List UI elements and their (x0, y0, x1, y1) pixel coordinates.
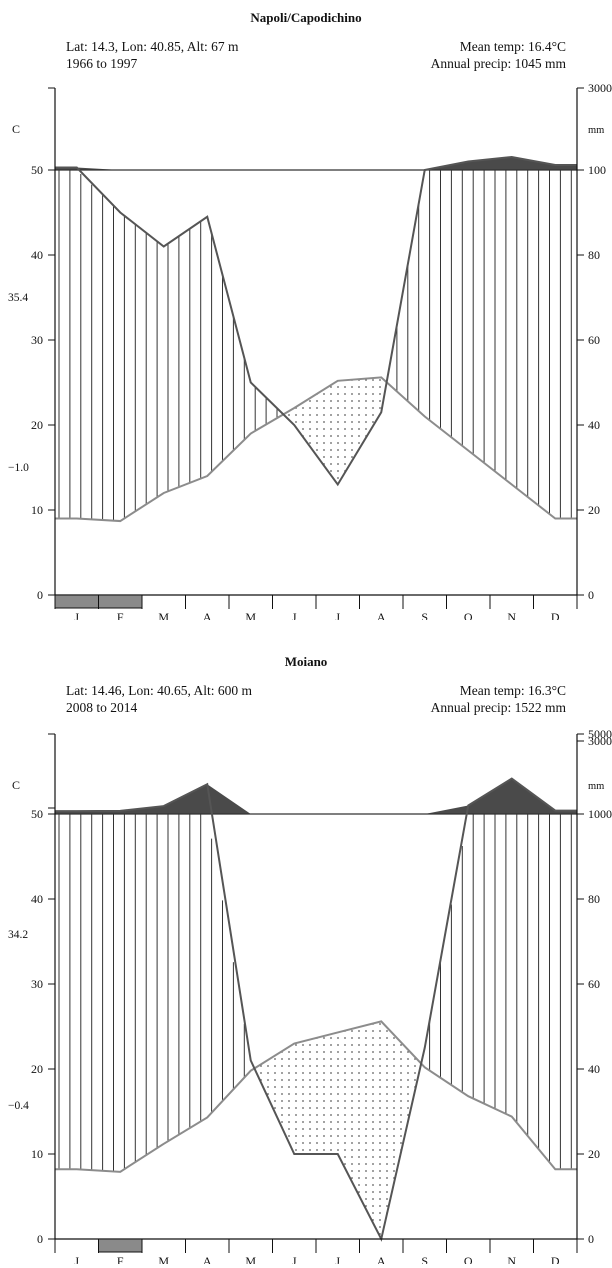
month-label: D (551, 1254, 560, 1264)
right-tick-label: 3000 (588, 734, 612, 748)
month-label: O (464, 610, 473, 620)
right-tick-label: 80 (588, 892, 600, 906)
temperature-line (55, 1020, 577, 1173)
min-temp-label: −1.0 (8, 462, 29, 474)
min-temp-label: −0.4 (8, 1100, 29, 1112)
frost-month-bar (98, 1238, 143, 1253)
temperature-line (55, 376, 577, 523)
month-label: O (464, 1254, 473, 1264)
arid-period-area (255, 1021, 421, 1239)
right-tick-label: 60 (588, 333, 600, 347)
left-tick-label: 50 (31, 163, 43, 177)
left-tick-label: 40 (31, 248, 43, 262)
right-tick-label: 0 (588, 588, 594, 602)
left-tick-label: 20 (31, 418, 43, 432)
month-label: D (551, 610, 560, 620)
left-tick-label: 0 (37, 1232, 43, 1246)
station-info: Lat: 14.3, Lon: 40.85, Alt: 67 m 1966 to… (66, 38, 239, 72)
month-label: F (117, 610, 124, 620)
max-temp-label: 34.2 (8, 929, 28, 941)
month-label: J (74, 1254, 79, 1264)
mean-temp-label: Mean temp: 16.4°C (459, 39, 566, 54)
month-label: A (203, 610, 212, 620)
month-label: A (203, 1254, 212, 1264)
month-label: J (74, 610, 79, 620)
month-label: A (377, 1254, 386, 1264)
mean-temp-label: Mean temp: 16.3°C (459, 683, 566, 698)
right-tick-label: 40 (588, 418, 600, 432)
right-tick-label: 100 (588, 163, 606, 177)
month-label: M (245, 1254, 256, 1264)
month-label: M (158, 1254, 169, 1264)
month-label: S (421, 610, 428, 620)
temp-unit-label: C (12, 122, 20, 136)
right-tick-label: 20 (588, 503, 600, 517)
annual-precip-label: Annual precip: 1522 mm (430, 700, 566, 715)
month-label: J (335, 610, 340, 620)
precip-unit-label: mm (588, 125, 604, 136)
frost-month-bar (54, 594, 99, 609)
left-tick-label: 0 (37, 588, 43, 602)
month-label: J (335, 1254, 340, 1264)
month-label: A (377, 610, 386, 620)
perhumid-area (55, 778, 577, 814)
chart-title: Moiano (284, 654, 328, 669)
left-tick-label: 30 (31, 333, 43, 347)
left-tick-label: 50 (31, 807, 43, 821)
climate-summary: Mean temp: 16.3°C Annual precip: 1522 mm (431, 682, 566, 716)
month-label: F (117, 1254, 124, 1264)
month-label: J (292, 610, 297, 620)
location-line: Lat: 14.3, Lon: 40.85, Alt: 67 m (66, 39, 239, 54)
arid-period-area (284, 377, 386, 485)
period-line: 2008 to 2014 (66, 700, 138, 715)
location-line: Lat: 14.46, Lon: 40.65, Alt: 600 m (66, 683, 252, 698)
annual-precip-label: Annual precip: 1045 mm (430, 56, 566, 71)
month-label: M (158, 610, 169, 620)
climate-chart-napoli: Napoli/Capodichino Lat: 14.3, Lon: 40.85… (0, 0, 612, 620)
right-tick-label: 20 (588, 1147, 600, 1161)
max-temp-label: 35.4 (8, 292, 28, 304)
left-tick-label: 10 (31, 1147, 43, 1161)
climate-plot: 0 10 20 30 40 50 C 34.2 −0.4 0 20 40 60 80 1000 3000500… (8, 727, 612, 1264)
precip-unit-label: mm (588, 781, 604, 792)
left-tick-label: 40 (31, 892, 43, 906)
right-tick-label: 60 (588, 977, 600, 991)
right-tick-label: 80 (588, 248, 600, 262)
station-info: Lat: 14.46, Lon: 40.65, Alt: 600 m 2008 … (66, 682, 252, 716)
left-tick-label: 30 (31, 977, 43, 991)
left-tick-label: 20 (31, 1062, 43, 1076)
right-tick-label: 0 (588, 1232, 594, 1246)
precipitation-line (55, 777, 577, 1242)
climate-chart-moiano: Moiano Lat: 14.46, Lon: 40.65, Alt: 600 … (0, 644, 612, 1264)
precipitation-line (55, 155, 577, 487)
right-tick-label: 3000 (588, 81, 612, 95)
left-tick-label: 10 (31, 503, 43, 517)
month-label: N (507, 1254, 516, 1264)
chart-title: Napoli/Capodichino (250, 10, 362, 25)
right-tick-label: 1000 (588, 807, 612, 821)
month-label: S (421, 1254, 428, 1264)
frost-month-bar (98, 594, 143, 609)
month-label: N (507, 610, 516, 620)
month-label: M (245, 610, 256, 620)
climate-plot: 0 10 20 30 40 50 C 35.4 −1.0 0 20 40 60 80 100 3000 mm J F… (8, 81, 612, 620)
climate-summary: Mean temp: 16.4°C Annual precip: 1045 mm (431, 38, 566, 72)
period-line: 1966 to 1997 (66, 56, 138, 71)
right-tick-label: 5000 (588, 727, 612, 741)
temp-unit-label: C (12, 778, 20, 792)
right-tick-label: 40 (588, 1062, 600, 1076)
month-label: J (292, 1254, 297, 1264)
